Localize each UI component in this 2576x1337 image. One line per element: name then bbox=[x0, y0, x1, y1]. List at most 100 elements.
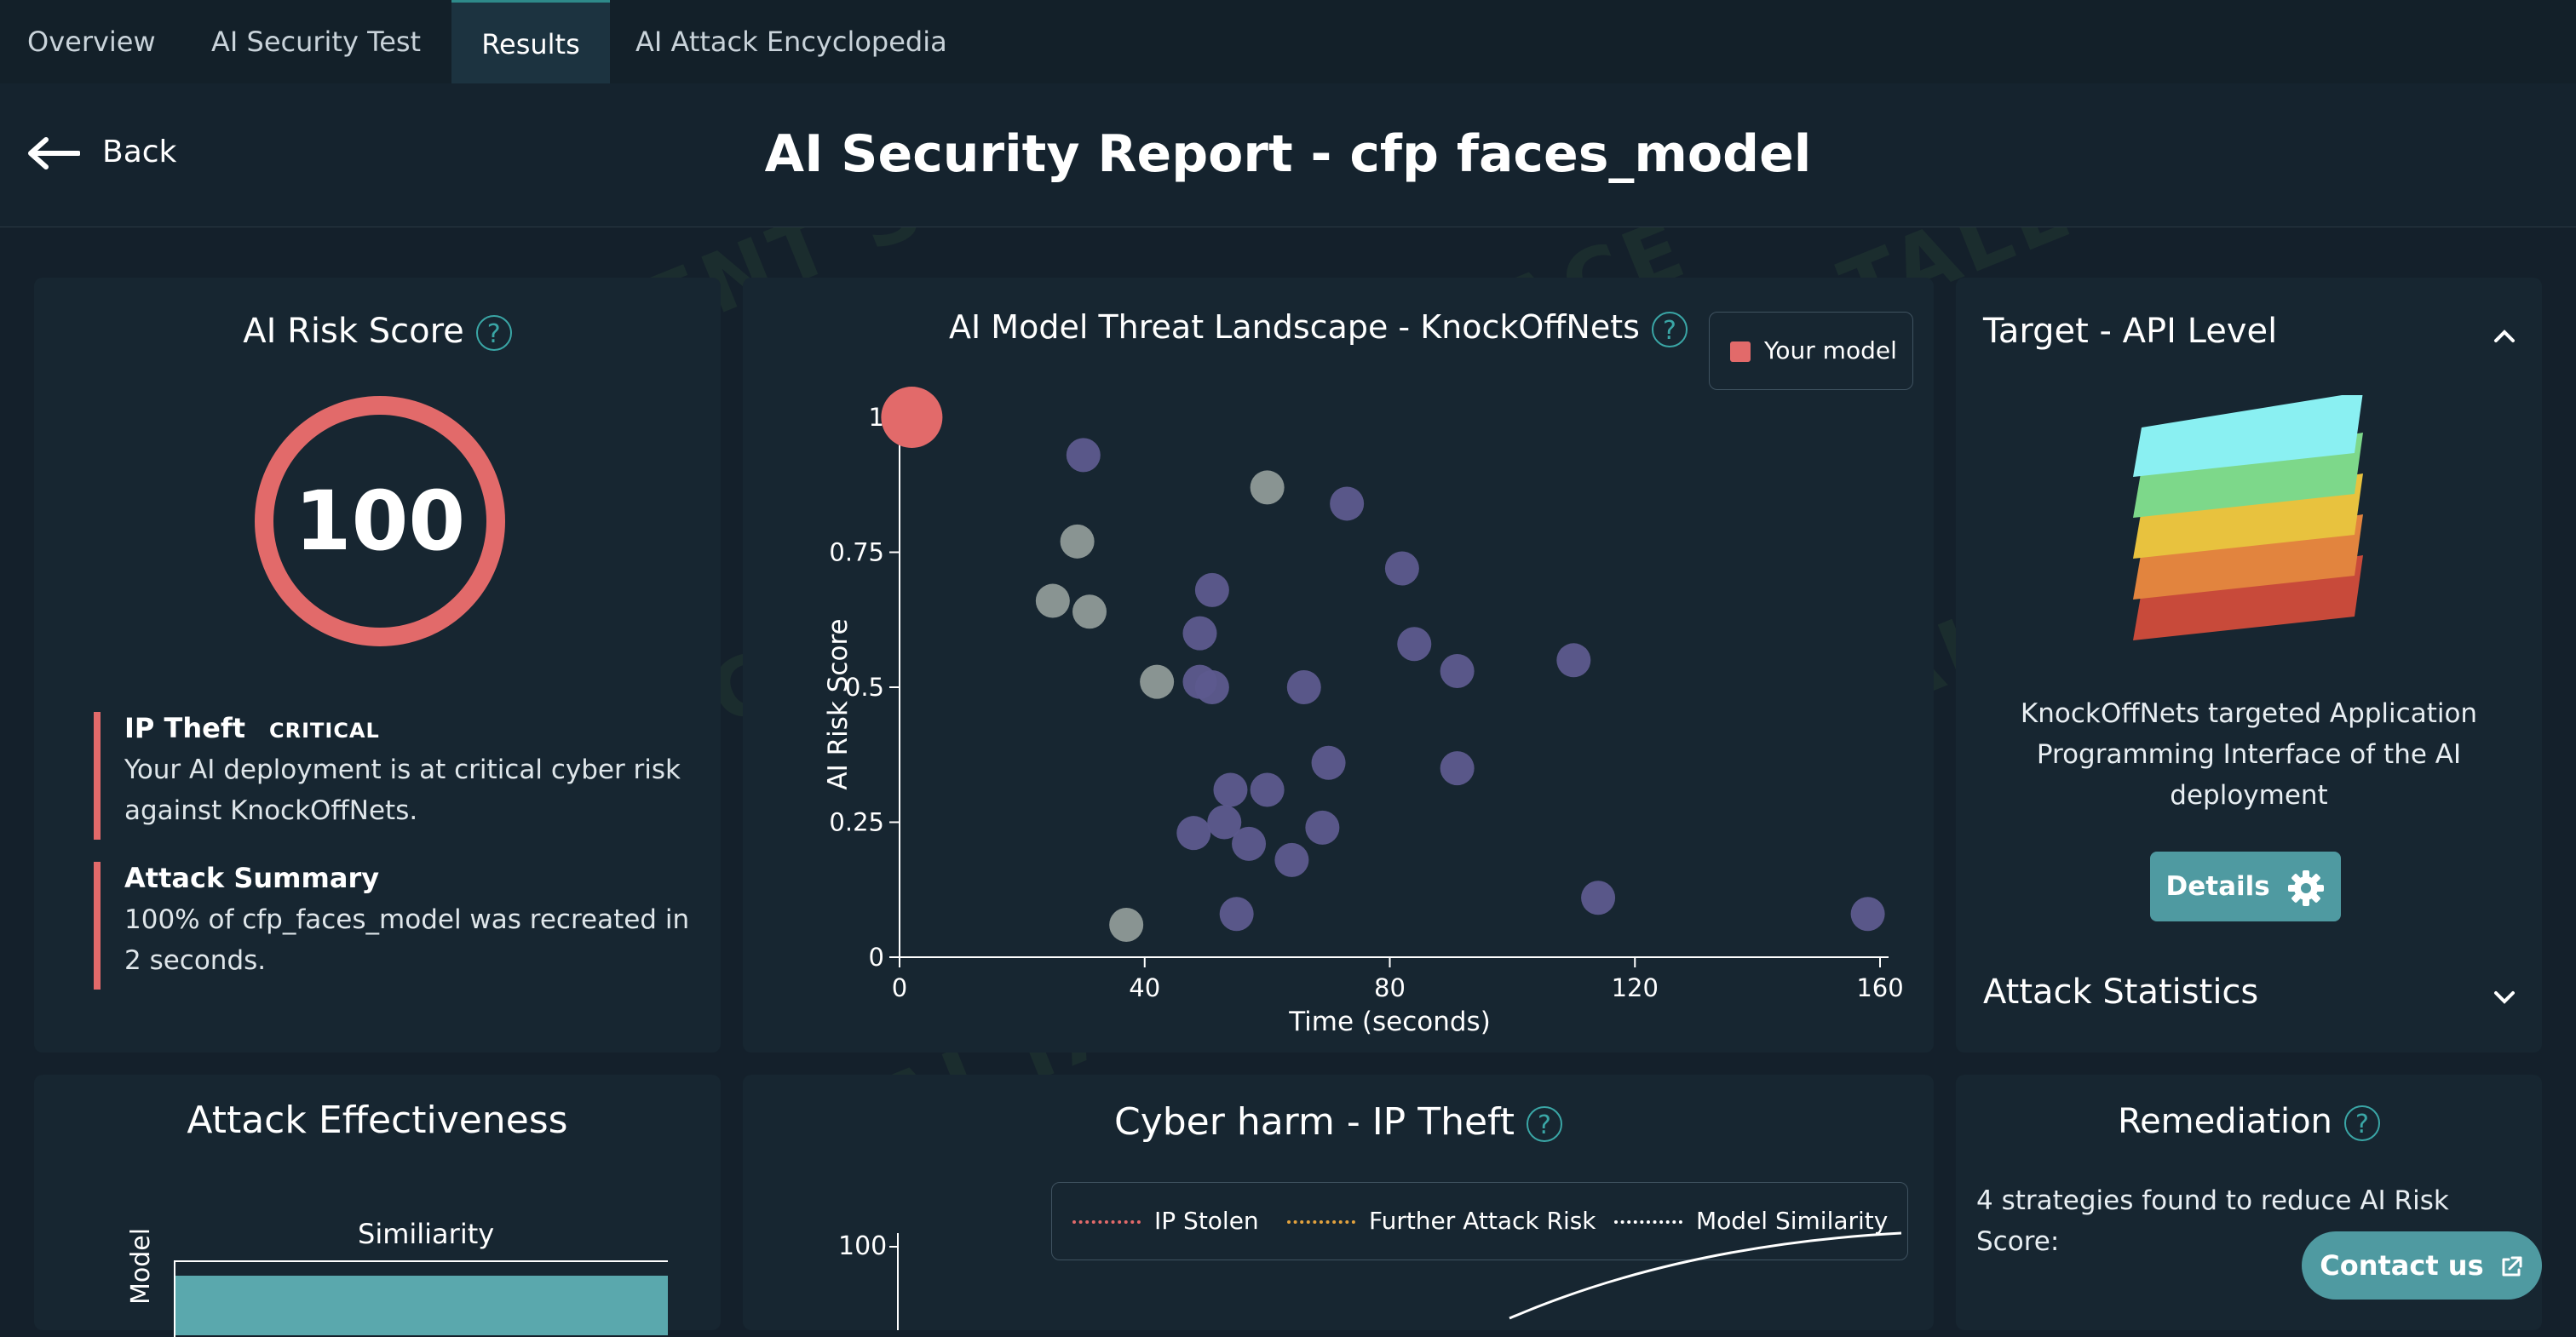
risk-score-gauge bbox=[255, 396, 505, 646]
harm-legend: IP Stolen Further Attack Risk Model Simi… bbox=[1051, 1182, 1908, 1260]
data-point bbox=[1250, 470, 1285, 505]
data-point bbox=[1440, 751, 1475, 786]
legend-label-further-attack-risk: Further Attack Risk bbox=[1369, 1207, 1596, 1235]
alert-body: Your AI deployment is at critical cyber … bbox=[124, 755, 681, 826]
data-point bbox=[1330, 486, 1365, 521]
y-axis-label: AI Risk Score bbox=[823, 618, 854, 789]
data-point bbox=[1194, 572, 1229, 607]
model-similarity-line bbox=[1509, 1231, 1902, 1320]
y-tick-label: 0.25 bbox=[829, 808, 884, 837]
similarity-axis-line bbox=[174, 1260, 668, 1262]
page-title: AI Security Report - cfp faces_model bbox=[764, 124, 1812, 184]
your-model-point bbox=[881, 387, 943, 448]
cyber-harm-title: Cyber harm - IP Theft? bbox=[743, 1100, 1934, 1144]
tab-ai-security-test[interactable]: AI Security Test bbox=[211, 26, 422, 58]
legend-label-ip-stolen: IP Stolen bbox=[1154, 1207, 1259, 1235]
x-tick-label: 120 bbox=[1612, 973, 1659, 1002]
attack-statistics-title[interactable]: Attack Statistics bbox=[1983, 973, 2259, 1012]
risk-score-ring bbox=[255, 396, 505, 646]
y-tick-label: 0.5 bbox=[845, 673, 884, 702]
tab-results[interactable]: Results bbox=[451, 0, 610, 83]
chevron-down-icon[interactable] bbox=[2493, 988, 2516, 1005]
target-title: Target - API Level bbox=[1983, 312, 2278, 351]
data-point bbox=[1274, 842, 1309, 877]
data-point bbox=[1311, 745, 1346, 780]
data-point bbox=[1384, 551, 1419, 586]
remediation-title-text: Remediation bbox=[2118, 1102, 2332, 1141]
data-point bbox=[1182, 616, 1217, 651]
data-point bbox=[1286, 670, 1321, 704]
x-tick-label: 0 bbox=[892, 973, 907, 1002]
api-layer bbox=[2133, 395, 2363, 477]
legend-line-further-attack-risk bbox=[1287, 1220, 1355, 1224]
data-point bbox=[1066, 438, 1101, 473]
data-point bbox=[1219, 897, 1254, 932]
api-layers-illustration bbox=[2133, 395, 2363, 640]
data-point bbox=[1060, 524, 1095, 559]
y-tick-label: 0 bbox=[869, 943, 884, 972]
data-point bbox=[1850, 897, 1885, 932]
data-point bbox=[1397, 627, 1432, 662]
data-point bbox=[1194, 670, 1229, 704]
contact-us-button[interactable]: Contact us bbox=[2302, 1231, 2542, 1300]
data-point bbox=[1232, 826, 1267, 861]
arrow-left-icon bbox=[28, 137, 81, 169]
back-label: Back bbox=[102, 135, 177, 169]
help-icon[interactable]: ? bbox=[475, 315, 512, 351]
remediation-text: 4 strategies found to reduce AI Risk Sco… bbox=[1976, 1185, 2449, 1257]
data-point bbox=[1556, 643, 1591, 678]
tab-ai-attack-encyclopedia[interactable]: AI Attack Encyclopedia bbox=[635, 26, 947, 58]
attack-effectiveness-title: Attack Effectiveness bbox=[187, 1099, 568, 1142]
similarity-bar-title: Similiarity bbox=[358, 1218, 495, 1250]
data-point bbox=[1140, 664, 1175, 699]
x-tick-label: 80 bbox=[1374, 973, 1406, 1002]
chevron-up-icon[interactable] bbox=[2493, 327, 2516, 344]
threat-landscape-title-text: AI Model Threat Landscape - KnockOffNets bbox=[949, 308, 1640, 346]
legend-swatch-your-model bbox=[1730, 341, 1751, 362]
x-tick-label: 40 bbox=[1129, 973, 1160, 1002]
cyber-harm-title-text: Cyber harm - IP Theft bbox=[1113, 1100, 1515, 1144]
risk-score-title-text: AI Risk Score bbox=[243, 312, 464, 351]
chart-legend: Your model bbox=[1709, 312, 1913, 390]
threat-landscape-title: AI Model Threat Landscape - KnockOffNets… bbox=[949, 308, 1688, 347]
details-label: Details bbox=[2165, 871, 2270, 902]
target-description: KnockOffNets targeted Application Progra… bbox=[2020, 698, 2478, 811]
details-button[interactable]: Details bbox=[2150, 852, 2341, 921]
similarity-axis-vertical bbox=[174, 1260, 175, 1337]
gear-icon bbox=[2287, 869, 2324, 906]
data-point bbox=[1072, 594, 1107, 629]
help-icon[interactable]: ? bbox=[1651, 311, 1688, 347]
legend-label-model-similarity: Model Similarity bbox=[1696, 1207, 1889, 1235]
alert-ip-theft: IP Theft CRITICAL Your AI deployment is a… bbox=[94, 712, 704, 840]
tab-overview[interactable]: Overview bbox=[27, 26, 156, 58]
legend-line-ip-stolen bbox=[1072, 1220, 1141, 1224]
risk-score-card: AI Risk Score? 100 IP Theft CRITICAL Your… bbox=[34, 278, 721, 1053]
y-tick-label: 0.75 bbox=[829, 538, 884, 567]
legend-line-model-similarity bbox=[1614, 1220, 1682, 1224]
threat-landscape-card: AI Model Threat Landscape - KnockOffNets… bbox=[743, 278, 1934, 1053]
help-icon[interactable]: ? bbox=[2343, 1105, 2380, 1141]
contact-us-label: Contact us bbox=[2320, 1249, 2484, 1282]
threat-scatter-chart: 0 40 80 120 160 0 0.25 0.5 0.75 1 Time (seconds) AI… bbox=[823, 387, 1904, 1037]
data-point bbox=[1305, 810, 1340, 845]
critical-badge: CRITICAL bbox=[269, 719, 380, 743]
data-point bbox=[1213, 772, 1248, 807]
external-link-icon bbox=[2502, 1256, 2522, 1277]
page-header: Back AI Security Report - cfp faces_mode… bbox=[0, 83, 2576, 227]
legend-label-your-model: Your model bbox=[1764, 336, 1897, 364]
data-point bbox=[1440, 653, 1475, 688]
y-tick-label: 1 bbox=[869, 403, 884, 432]
back-button[interactable]: Back bbox=[26, 135, 176, 170]
alert-attack-summary: Attack Summary 100% of cfp_faces_model w… bbox=[94, 862, 704, 990]
help-icon[interactable]: ? bbox=[1527, 1106, 1562, 1142]
data-point bbox=[1176, 816, 1211, 851]
data-point bbox=[1109, 907, 1144, 942]
target-card: Target - API Level KnockOffNets targeted… bbox=[1956, 278, 2542, 1053]
top-nav: Overview AI Security Test Results AI Att… bbox=[0, 0, 2576, 83]
data-point bbox=[1035, 583, 1070, 618]
risk-score-value: 100 bbox=[294, 473, 466, 569]
x-tick-label: 160 bbox=[1856, 973, 1903, 1002]
alert-title: Attack Summary bbox=[124, 862, 380, 894]
data-point bbox=[1207, 805, 1242, 840]
alert-body: 100% of cfp_faces_model was recreated in… bbox=[124, 904, 690, 976]
